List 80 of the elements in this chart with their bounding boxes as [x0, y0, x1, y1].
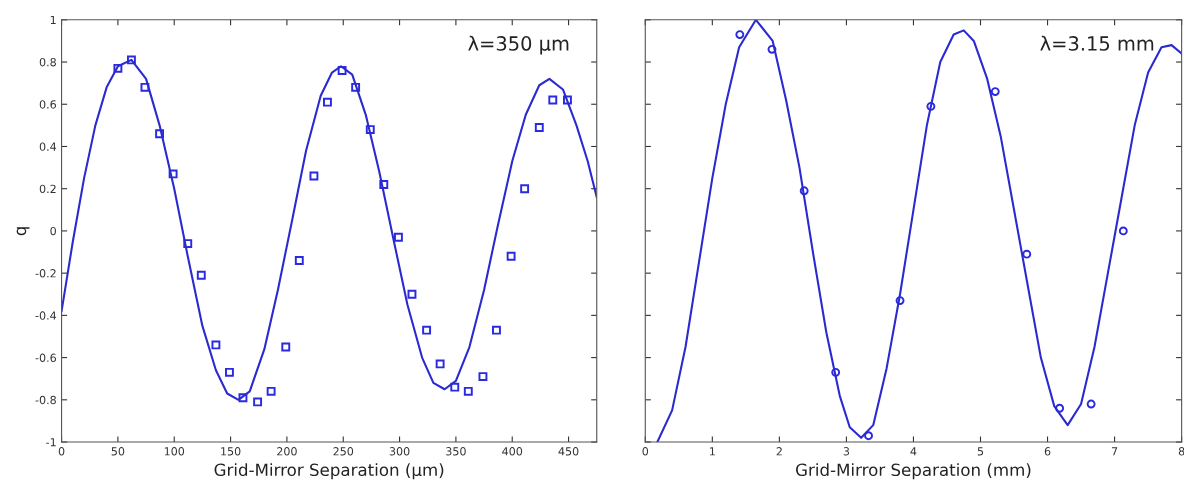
y-tick-label: -0.6	[35, 353, 57, 362]
x-tick-label: 2	[776, 447, 782, 456]
point	[211, 340, 221, 350]
point	[379, 180, 389, 189]
point	[735, 30, 745, 40]
x-tick-label: 200	[277, 447, 297, 456]
x-tick-label: 150	[221, 447, 241, 456]
x-tick-label: 5	[977, 447, 984, 456]
x-tick-label: 4	[910, 447, 917, 456]
y-tick-label: 0.2	[39, 184, 56, 194]
point	[895, 296, 905, 306]
point	[168, 169, 178, 179]
point	[394, 232, 403, 242]
point	[225, 367, 234, 377]
y-axis-title: q	[16, 227, 30, 236]
y-tick-label: 0.4	[39, 142, 57, 151]
y-tick-label: -0.4	[35, 311, 57, 320]
point	[238, 393, 248, 403]
point	[926, 101, 936, 111]
point	[534, 123, 544, 132]
x-tick-label: 450	[558, 447, 579, 456]
x-tick-label: 100	[164, 447, 185, 456]
x-tick-label: 350	[446, 447, 466, 456]
point	[767, 44, 777, 54]
point	[492, 325, 501, 335]
point	[864, 431, 873, 441]
point	[1086, 399, 1096, 409]
point	[155, 129, 165, 139]
x-tick-label: 0	[642, 447, 649, 456]
x-tick-label: 300	[389, 447, 410, 456]
point	[140, 82, 150, 92]
point	[281, 342, 291, 352]
x-tick-label: 50	[111, 447, 125, 456]
y-tick-label: -0.8	[35, 395, 56, 405]
y-tick-label: 0.6	[39, 100, 57, 109]
point	[1118, 226, 1128, 236]
y-tick-label: -0.2	[35, 269, 56, 278]
x-tick-label: 0	[58, 447, 65, 456]
point	[548, 95, 558, 105]
point	[266, 386, 276, 396]
point	[196, 270, 206, 280]
point	[113, 63, 123, 73]
x-axis-title: Grid-Mirror Separation (μm)	[214, 463, 444, 480]
point	[351, 82, 361, 92]
point	[520, 184, 530, 194]
x-tick-label: 8	[1178, 447, 1184, 456]
point	[365, 125, 375, 135]
point	[407, 289, 417, 299]
point	[1022, 249, 1032, 259]
x-tick-label: 7	[1111, 447, 1118, 456]
point	[183, 239, 193, 249]
y-tick-label: 0.8	[39, 58, 56, 67]
point	[294, 256, 304, 265]
point	[253, 397, 263, 407]
point	[337, 66, 347, 75]
y-tick-label: -1	[46, 438, 56, 447]
point	[309, 171, 319, 181]
point	[563, 95, 572, 105]
point	[323, 97, 332, 107]
x-tick-label: 250	[333, 447, 354, 456]
x-tick-label: 3	[843, 447, 850, 456]
point	[990, 87, 1000, 97]
point	[435, 359, 445, 369]
point	[831, 367, 841, 377]
x-tick-label: 1	[710, 447, 715, 456]
point	[506, 251, 516, 261]
x-axis-title: Grid-Mirror Separation (mm)	[796, 463, 1031, 480]
point	[463, 386, 473, 396]
annotation: λ=3.15 mm	[1040, 35, 1154, 51]
point	[126, 55, 136, 65]
x-tick-label: 6	[1044, 447, 1051, 456]
point	[422, 325, 432, 335]
y-tick-label: 1	[50, 15, 56, 25]
point	[450, 382, 460, 392]
annotation: λ=350 μm	[468, 35, 569, 55]
point	[799, 186, 809, 196]
y-tick-label: 0	[50, 226, 56, 236]
point	[1055, 403, 1065, 413]
x-tick-label: 400	[502, 447, 523, 456]
point	[478, 372, 488, 382]
